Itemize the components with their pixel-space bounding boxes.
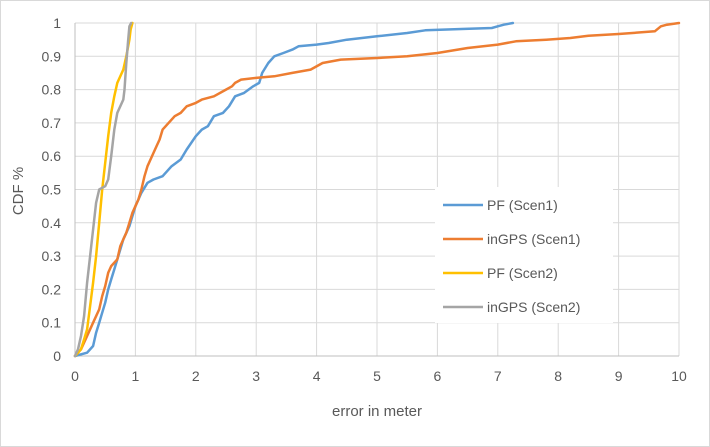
y-tick-label: 0.9 <box>42 48 62 64</box>
legend-label: inGPS (Scen2) <box>487 299 580 315</box>
series-line-4 <box>73 21 133 358</box>
series-line-2 <box>73 21 681 358</box>
legend-label: PF (Scen1) <box>487 197 558 213</box>
x-tick-label: 1 <box>132 368 140 384</box>
y-tick-label: 1 <box>53 15 61 31</box>
x-tick-label: 7 <box>494 368 502 384</box>
y-tick-label: 0.1 <box>42 315 62 331</box>
x-tick-label: 0 <box>71 368 79 384</box>
y-tick-label: 0.3 <box>42 248 62 264</box>
x-tick-label: 2 <box>192 368 200 384</box>
y-tick-label: 0.2 <box>42 281 62 297</box>
x-tick-label: 9 <box>615 368 623 384</box>
y-tick-label: 0.7 <box>42 115 62 131</box>
x-tick-label: 6 <box>434 368 442 384</box>
y-tick-label: 0.8 <box>42 82 62 98</box>
y-tick-label: 0 <box>53 348 61 364</box>
x-axis-title: error in meter <box>332 403 422 420</box>
series-lines <box>73 21 681 358</box>
y-tick-label: 0.6 <box>42 148 62 164</box>
x-tick-label: 3 <box>252 368 260 384</box>
legend: PF (Scen1) inGPS (Scen1) PF (Scen2) inGPS (… <box>435 187 613 323</box>
x-tick-label: 8 <box>554 368 562 384</box>
series-line-1 <box>73 21 515 358</box>
axes: 00.10.20.30.40.50.60.70.80.910 1 2 3 4 5 6 7 8 9 1… <box>42 15 687 384</box>
x-tick-label: 10 <box>671 368 687 384</box>
y-tick-label: 0.5 <box>42 182 62 198</box>
legend-label: PF (Scen2) <box>487 265 558 281</box>
y-tick-label: 0.4 <box>42 215 62 231</box>
y-axis-title: CDF % <box>10 167 27 215</box>
x-tick-label: 4 <box>313 368 321 384</box>
legend-label: inGPS (Scen1) <box>487 231 580 247</box>
x-tick-label: 5 <box>373 368 381 384</box>
legend-background <box>435 187 613 323</box>
